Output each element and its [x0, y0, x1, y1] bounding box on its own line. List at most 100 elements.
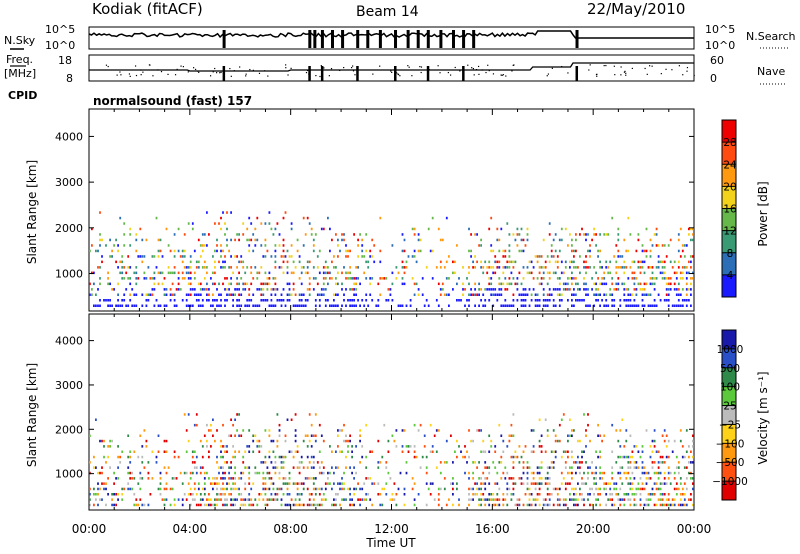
range-cell: [280, 299, 283, 302]
range-cell: [683, 299, 686, 302]
range-cell: [93, 493, 95, 496]
range-cell: [597, 493, 599, 496]
range-cell: [308, 260, 311, 264]
range-cell: [419, 423, 422, 427]
range-cell: [355, 282, 357, 286]
range-cell: [230, 255, 232, 258]
range-cell: [155, 266, 158, 269]
nave-point: [140, 74, 142, 76]
range-cell: [448, 277, 450, 280]
range-cell: [556, 277, 559, 280]
range-cell: [579, 439, 581, 443]
nave-point: [214, 67, 216, 70]
range-cell: [496, 260, 499, 264]
range-cell: [244, 288, 247, 291]
nave-point: [686, 66, 689, 69]
range-cell: [472, 293, 474, 296]
range-cell: [310, 477, 313, 480]
range-cell: [538, 477, 541, 480]
range-cell: [310, 233, 313, 236]
range-cell: [556, 266, 559, 269]
range-cell: [349, 288, 351, 291]
range-cell: [583, 282, 585, 286]
range-cell: [536, 482, 539, 485]
range-cell: [558, 288, 561, 291]
range-cell: [262, 288, 265, 291]
range-cell: [593, 471, 595, 475]
range-cell: [641, 249, 644, 253]
range-cell: [183, 277, 186, 280]
nave-point: [116, 74, 118, 76]
freq-panel: Freq. [MHz] 18 8 60 0 Nave: [4, 53, 785, 85]
range-cell: [647, 493, 650, 496]
range-cell: [286, 266, 289, 269]
range-cell: [286, 271, 289, 275]
nave-point: [651, 65, 653, 67]
range-cell: [550, 450, 553, 453]
range-cell: [238, 434, 240, 437]
range-cell: [504, 477, 507, 480]
range-cell: [232, 482, 234, 485]
range-cell: [518, 477, 521, 480]
range-cell: [324, 482, 327, 485]
range-cell: [659, 271, 662, 275]
range-cell: [377, 466, 380, 469]
range-cell: [288, 450, 291, 453]
range-cell: [641, 244, 644, 247]
range-cell: [526, 233, 529, 236]
range-cell: [282, 477, 285, 480]
range-cell: [119, 461, 122, 464]
velocity-scatter: [89, 413, 694, 507]
range-cell: [99, 498, 101, 501]
range-cell: [143, 277, 146, 280]
range-cell: [629, 498, 632, 501]
range-cell: [296, 238, 299, 242]
range-cell: [567, 482, 569, 485]
range-cell: [617, 255, 620, 258]
range-cell: [331, 487, 333, 491]
range-cell: [498, 461, 501, 464]
range-cell: [544, 304, 547, 307]
range-cell: [254, 238, 257, 242]
range-cell: [286, 482, 289, 485]
range-cell: [248, 288, 251, 291]
nave-point: [323, 67, 325, 69]
range-cell: [456, 244, 458, 247]
range-cell: [544, 450, 547, 453]
range-cell: [611, 293, 614, 296]
range-cell: [603, 482, 606, 485]
range-cell: [474, 266, 476, 269]
range-cell: [300, 455, 303, 459]
range-cell: [472, 471, 474, 475]
range-cell: [268, 211, 271, 214]
range-cell: [637, 304, 640, 307]
range-cell: [421, 455, 424, 459]
range-cell: [335, 233, 337, 236]
range-cell: [286, 503, 289, 507]
freq-gap: [222, 66, 226, 81]
range-cell: [599, 455, 601, 459]
nave-point: [467, 64, 469, 66]
range-cell: [337, 271, 339, 275]
range-cell: [605, 482, 608, 485]
range-cell: [538, 255, 541, 258]
range-cell: [248, 244, 251, 247]
range-cell: [101, 439, 103, 443]
range-cell: [560, 227, 563, 231]
range-cell: [653, 461, 656, 464]
nave-point: [135, 74, 138, 77]
range-cell: [520, 304, 523, 307]
range-cell: [238, 304, 240, 307]
nave-point: [502, 74, 504, 76]
range-cell: [411, 487, 414, 491]
range-cell: [647, 498, 650, 501]
range-cell: [365, 299, 368, 302]
range-cell: [583, 482, 585, 485]
range-cell: [593, 304, 595, 307]
range-cell: [139, 477, 142, 480]
range-cell: [554, 455, 557, 459]
range-cell: [663, 271, 666, 275]
range-cell: [141, 445, 144, 448]
range-cell: [91, 293, 93, 296]
range-cell: [556, 439, 559, 443]
